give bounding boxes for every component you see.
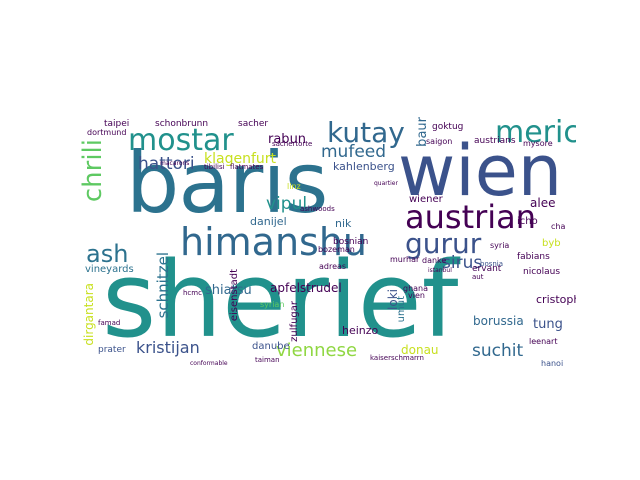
word-wiener: wiener [409, 194, 443, 205]
word-austrians: austrians [474, 136, 516, 146]
word-hattori: hattori [138, 154, 195, 174]
word-kristijan: kristijan [136, 338, 200, 357]
word-zulfugar: zulfugar [289, 301, 300, 342]
word-kutay: kutay [327, 116, 405, 149]
word-apfelstrudel: apfelstrudel [270, 281, 342, 295]
word-eisenstadt: eisenstadt [229, 269, 240, 322]
word-danijel: danijel [250, 215, 287, 228]
word-hanoi: hanoi [541, 359, 564, 368]
word-tibilisi: tibilisi [204, 163, 225, 171]
word-sirus: sirus [442, 253, 483, 273]
word-vipul: vipul [266, 194, 308, 214]
word-bosnia: bosnia [480, 260, 504, 268]
word-viennese: viennese [276, 340, 358, 361]
word-kahlenberg: kahlenberg [333, 160, 395, 173]
word-cha: cha [551, 222, 566, 231]
word-adreas: adreas [319, 262, 347, 271]
word-linz: linz [287, 182, 301, 191]
word-macarons: macarons [160, 160, 190, 167]
word-austrian: austrian [405, 198, 537, 236]
word-icho: icho [517, 216, 538, 227]
word-murhar: murhar [390, 255, 420, 264]
word-baris: baris [126, 134, 328, 232]
word-goktug: goktug [432, 122, 464, 132]
word-fabians: fabians [517, 252, 550, 262]
word-bozeman: bozeman [318, 245, 355, 254]
word-sachertorte: sachertorte [272, 140, 313, 148]
word-borussia: borussia [473, 314, 524, 328]
word-tung: tung [533, 317, 563, 332]
word-mysore: mysore [523, 139, 553, 148]
word-rabun: rabun [268, 132, 307, 147]
word-vineyards: vineyards [85, 264, 134, 275]
word-heinzo: heinzo [342, 324, 379, 337]
word-taiman: taiman [255, 356, 280, 364]
word-leenart: leenart [529, 337, 558, 346]
word-sacher: sacher [238, 119, 269, 129]
word-flatmates: flatmates [230, 163, 264, 171]
word-klagenfurt: klagenfurt [204, 151, 276, 167]
word-nicolaus: nicolaus [523, 267, 561, 277]
word-loki: loki [386, 289, 400, 310]
word-kaiserschmarrn: kaiserschmarrn [370, 354, 424, 362]
word-himanshu: himanshu [180, 220, 367, 264]
word-syrian: syrian [260, 300, 285, 309]
word-dirgantara: dirgantara [82, 283, 96, 346]
word-schonbrunn: schonbrunn [155, 119, 209, 129]
word-ash: ash [86, 240, 129, 268]
word-chrili: chrili [80, 139, 108, 203]
word-byb: byb [542, 238, 561, 249]
word-dortmund: dortmund [87, 128, 127, 137]
word-istanbul: istanbul [428, 267, 452, 274]
word-danube: danube [252, 341, 290, 352]
word-hcmc: hcmc [183, 289, 202, 297]
word-gurur: gurur [405, 227, 482, 260]
word-donau: donau [401, 343, 439, 357]
word-suchit: suchit [472, 341, 524, 361]
word-vien: vien [408, 291, 425, 300]
word-nik: nik [335, 217, 352, 230]
word-cloud: sherief baris wien himanshu austrian mos… [80, 103, 576, 373]
word-schnitzel: schnitzel [154, 252, 172, 319]
word-bosnian: bosnian [333, 237, 369, 247]
word-quartier: quartier [374, 180, 398, 187]
word-taipei: taipei [104, 119, 130, 129]
word-famad: famad [98, 319, 121, 327]
word-ghana: ghana [403, 284, 429, 293]
word-danke: danke [422, 256, 447, 265]
word-syria: syria [490, 241, 510, 250]
word-mostar: mostar [128, 123, 234, 158]
word-shiatsu: shiatsu [205, 283, 252, 298]
word-wien: wien [398, 130, 563, 212]
word-ervant: ervant [472, 264, 502, 274]
word-cristoph: cristoph [536, 293, 576, 306]
word-saigon: saigon [426, 137, 453, 146]
word-alee: alee [530, 196, 556, 210]
word-prater: prater [98, 345, 126, 355]
word-ashwoods: ashwoods [300, 205, 335, 213]
word-aut: aut [472, 273, 484, 281]
word-conformable: conformable [190, 360, 228, 367]
word-sherief: sherief [102, 239, 459, 361]
word-meric: meric [495, 115, 576, 150]
word-mufeed: mufeed [321, 142, 387, 162]
